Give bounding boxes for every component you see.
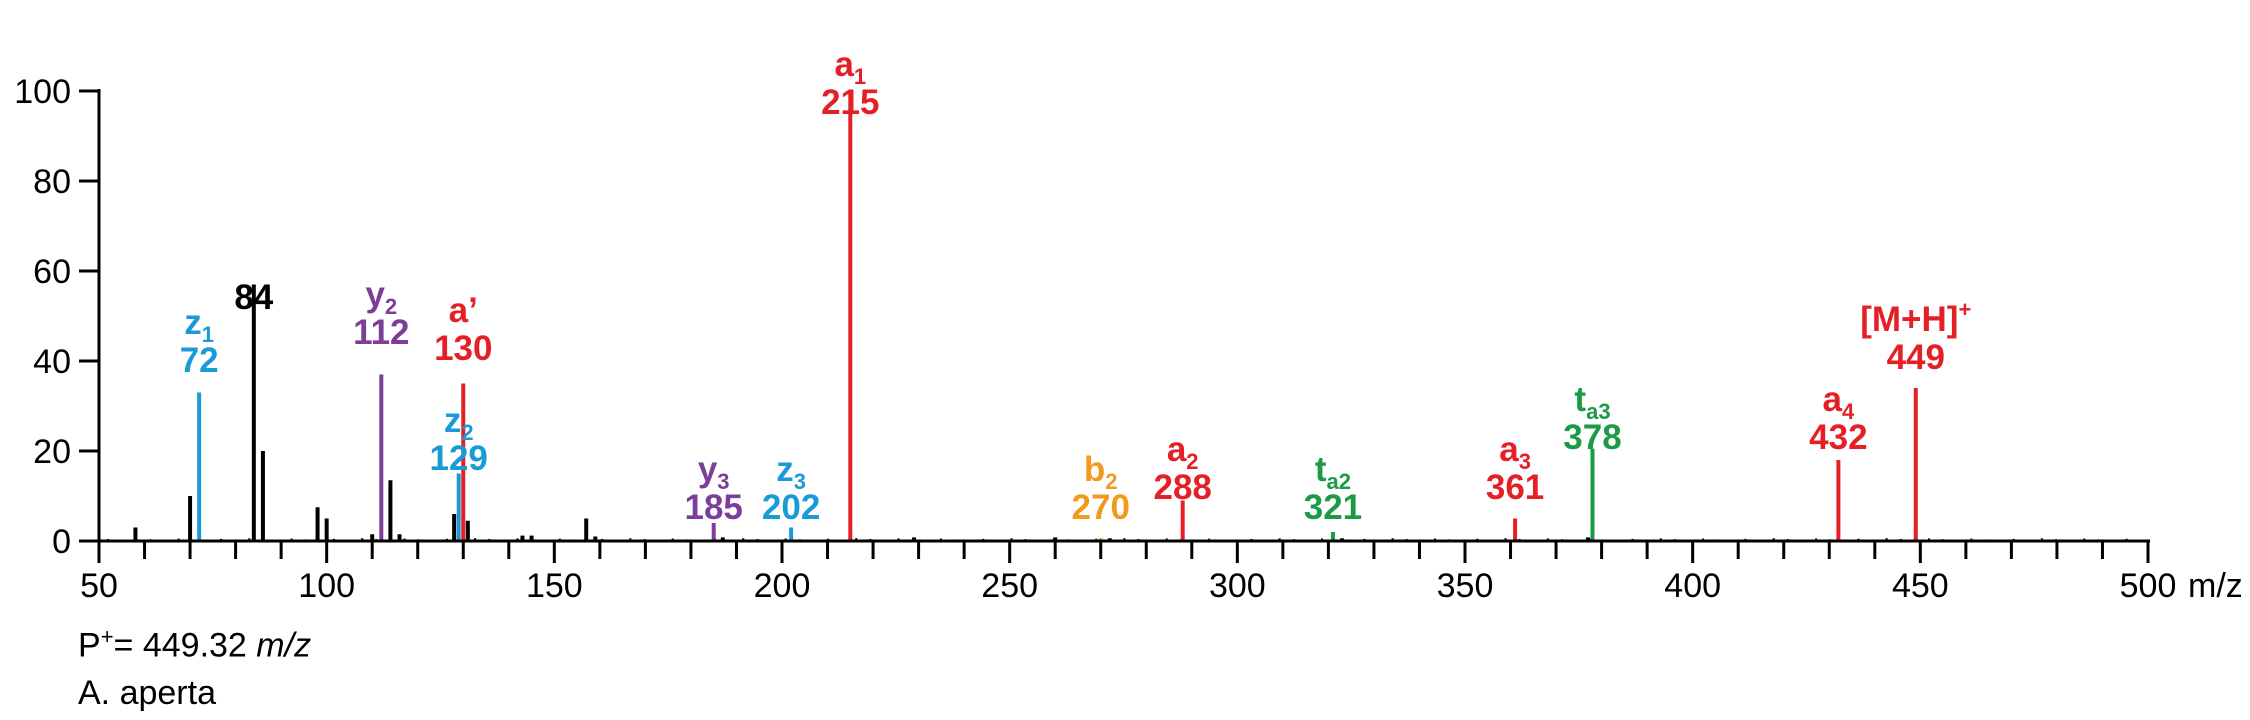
peak-value-label-215: 215 [821, 83, 879, 122]
x-tick-label-450: 450 [1892, 567, 1949, 605]
ion-label-72: z1 [184, 303, 214, 347]
y-tick-label-40: 40 [33, 343, 71, 381]
ion-label-321: ta2 [1315, 450, 1351, 494]
peak-value-label-202: 202 [762, 488, 820, 527]
ion-label-361: a3 [1499, 430, 1531, 474]
ion-label-185: y3 [698, 450, 730, 494]
precursor-prefix: P [78, 626, 101, 665]
ion-label-129: z2 [444, 401, 474, 445]
peak-value-label-432: 432 [1809, 418, 1867, 457]
annotated-peaks [197, 91, 1918, 541]
peak-value-label-288: 288 [1153, 468, 1211, 507]
x-tick-label-350: 350 [1437, 567, 1494, 605]
peak-value-label-378: 378 [1563, 418, 1621, 457]
peak-value-label-185: 185 [684, 488, 742, 527]
ion-label-202: z3 [776, 450, 806, 494]
ion-label-215: a1 [834, 45, 866, 89]
peak-value-label-449: 449 [1887, 338, 1945, 377]
x-tick-label-400: 400 [1664, 567, 1721, 605]
ion-label-130: a’ [449, 291, 478, 330]
ion-label-378: ta3 [1574, 380, 1610, 424]
x-tick-label-50: 50 [80, 567, 118, 605]
peak-value-label-84: 84 [234, 278, 273, 317]
x-tick-label-200: 200 [754, 567, 811, 605]
ion-label-112: y2 [365, 275, 397, 319]
minor-peaks [133, 451, 1590, 541]
x-tick-label-250: 250 [981, 567, 1038, 605]
peak-value-label-112: 112 [353, 313, 409, 352]
x-tick-label-150: 150 [526, 567, 583, 605]
peak-value-label-130: 130 [434, 329, 492, 368]
precursor-unit: m/z [256, 626, 312, 665]
y-tick-label-100: 100 [14, 73, 71, 111]
peak-value-label-72: 72 [180, 341, 219, 380]
x-tick-label-500: 500 [2120, 567, 2177, 605]
species-label: A. aperta [78, 674, 216, 712]
axes: 50 100 150 200 250 300 350 400 450 500 m/z 0 20 40 60 8… [14, 73, 2243, 605]
x-axis-unit: m/z [2188, 567, 2243, 605]
peak-value-label-361: 361 [1486, 468, 1544, 507]
peak-value-label-321: 321 [1304, 488, 1362, 527]
mass-spectrum-chart: 50 100 150 200 250 300 350 400 450 500 m/z 0 20 40 60 8… [14, 45, 2243, 605]
y-tick-label-60: 60 [33, 253, 71, 291]
precursor-line: P+= 449.32 m/z [78, 624, 311, 665]
peak-value-label-270: 270 [1072, 488, 1130, 527]
precursor-sup: + [100, 624, 114, 649]
y-tick-label-80: 80 [33, 163, 71, 201]
y-tick-label-20: 20 [33, 433, 71, 471]
precursor-value: = 449.32 [113, 626, 257, 665]
ion-label-432: a4 [1823, 380, 1855, 424]
ion-label-449: [M+H]+ [1860, 297, 1971, 339]
y-tick-label-0: 0 [52, 523, 71, 561]
ion-label-270: b2 [1084, 450, 1118, 494]
peak-value-label-129: 129 [430, 439, 488, 478]
ion-label-288: a2 [1167, 430, 1199, 474]
x-tick-label-300: 300 [1209, 567, 1266, 605]
x-tick-label-100: 100 [298, 567, 355, 605]
